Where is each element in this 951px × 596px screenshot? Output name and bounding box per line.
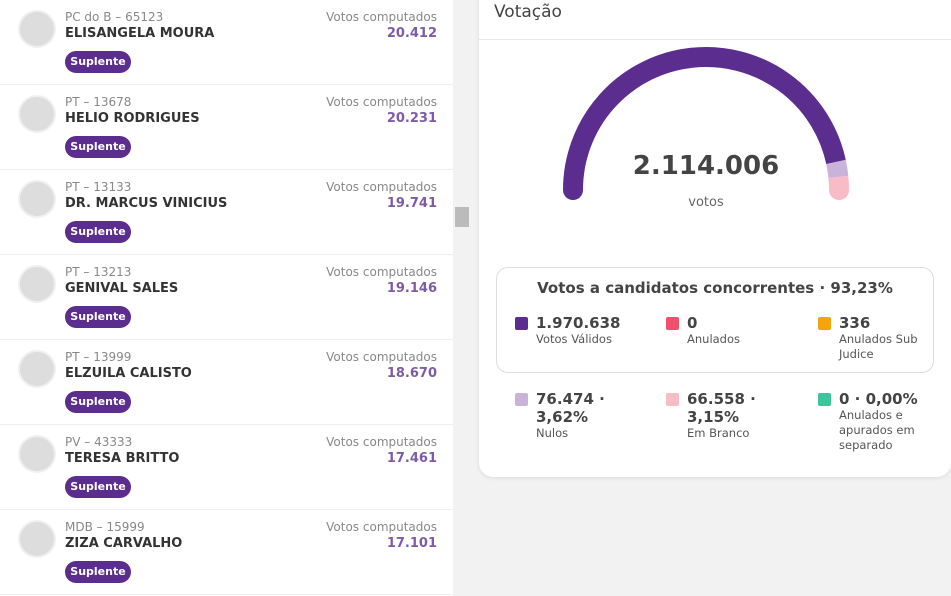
votes: 17.461	[386, 451, 437, 466]
candidate-row[interactable]: PV – 43333 TERESA BRITTO Suplente Votos com…	[0, 424, 453, 510]
party: PT – 13213	[65, 265, 132, 279]
card-title: Votação	[494, 2, 562, 22]
candidate-row[interactable]: PT – 13678 HELIO RODRIGUES Suplente Votos c…	[0, 84, 453, 170]
candidate-row[interactable]: PC do B – 65123 ELISANGELA MOURA Suplente V…	[0, 0, 453, 85]
total-unit: votos	[688, 195, 724, 210]
stat-value: 336	[839, 314, 871, 332]
gauge-segment	[563, 47, 846, 191]
legend-swatch	[666, 317, 679, 330]
votes-label: Votos computados	[326, 265, 437, 279]
stat-name: Votos Válidos	[536, 332, 612, 346]
stat-value: 1.970.638	[536, 314, 621, 332]
legend-swatch	[666, 393, 679, 406]
stat-name: Anulados	[687, 332, 741, 346]
candidate-row[interactable]: MDB – 15999 ZIZA CARVALHO Suplente Votos co…	[0, 509, 453, 595]
avatar	[18, 180, 56, 218]
votes: 19.146	[386, 281, 437, 296]
candidate-name: GENIVAL SALES	[65, 281, 179, 296]
gauge-cap	[563, 180, 583, 200]
votes: 20.231	[386, 111, 437, 126]
stat-value: 66.558 · 3,15%	[687, 390, 756, 426]
votes: 17.101	[386, 536, 437, 551]
avatar	[18, 435, 56, 473]
status-badge: Suplente	[65, 306, 131, 328]
legend-swatch	[818, 317, 831, 330]
party: PC do B – 65123	[65, 10, 164, 24]
candidate-row[interactable]: PT – 13213 GENIVAL SALES Suplente Votos com…	[0, 254, 453, 340]
stat-name: Anulados e apurados em separado	[839, 408, 915, 452]
candidate-name: ELZUILA CALISTO	[65, 366, 192, 381]
stat: 1.970.638 Votos Válidos	[515, 314, 625, 347]
stat: 66.558 · 3,15% Em Branco	[666, 390, 776, 441]
stat-name: Nulos	[536, 426, 569, 440]
party: PT – 13999	[65, 350, 132, 364]
candidate-name: DR. MARCUS VINICIUS	[65, 196, 228, 211]
avatar	[18, 95, 56, 133]
votes-label: Votos computados	[326, 180, 437, 194]
candidate-name: HELIO RODRIGUES	[65, 111, 200, 126]
stat: 0 Anulados	[666, 314, 776, 347]
legend-swatch	[818, 393, 831, 406]
party: PT – 13678	[65, 95, 132, 109]
party: PV – 43333	[65, 435, 133, 449]
summary-title: Votos a candidatos concorrentes · 93,23%	[537, 279, 893, 297]
stat-value: 76.474 · 3,62%	[536, 390, 605, 426]
avatar	[18, 265, 56, 303]
gauge: 2.114.006 votos	[563, 47, 849, 210]
legend-swatch	[515, 317, 528, 330]
avatar	[18, 10, 56, 48]
votes-label: Votos computados	[326, 350, 437, 364]
status-badge: Suplente	[65, 561, 131, 583]
stat-name: Em Branco	[687, 426, 750, 440]
votes-label: Votos computados	[326, 10, 437, 24]
status-badge: Suplente	[65, 476, 131, 498]
candidate-name: TERESA BRITTO	[65, 451, 180, 466]
candidate-row[interactable]: PT – 13133 DR. MARCUS VINICIUS Suplente Vot…	[0, 169, 453, 255]
status-badge: Suplente	[65, 136, 131, 158]
party: MDB – 15999	[65, 520, 145, 534]
votes-label: Votos computados	[326, 95, 437, 109]
total-votes: 2.114.006	[633, 151, 779, 181]
stat: 0 · 0,00% Anulados e apurados em separado	[818, 390, 928, 453]
candidate-name: ZIZA CARVALHO	[65, 536, 183, 551]
legend-swatch	[515, 393, 528, 406]
votes-label: Votos computados	[326, 520, 437, 534]
votes: 20.412	[386, 26, 437, 41]
votes-label: Votos computados	[326, 435, 437, 449]
party: PT – 13133	[65, 180, 132, 194]
candidate-list: PC do B – 65123 ELISANGELA MOURA Suplente V…	[0, 0, 453, 596]
candidate-row[interactable]: PT – 13999 ELZUILA CALISTO Suplente Votos c…	[0, 339, 453, 425]
summary-box	[496, 267, 934, 373]
stat: 76.474 · 3,62% Nulos	[515, 390, 625, 441]
stat-value: 0	[687, 314, 698, 332]
gauge-cap	[829, 180, 849, 200]
stat: 336 Anulados Sub Judice	[818, 314, 928, 362]
avatar	[18, 520, 56, 558]
votes: 18.670	[386, 366, 437, 381]
votes: 19.741	[386, 196, 437, 211]
scrollbar-thumb[interactable]	[455, 207, 469, 227]
stat-value: 0 · 0,00%	[839, 390, 918, 408]
status-badge: Suplente	[65, 221, 131, 243]
status-badge: Suplente	[65, 391, 131, 413]
stat-name: Anulados Sub Judice	[839, 332, 918, 361]
voting-card: Votação 2.114.006 votos Votos a candidat…	[479, 0, 951, 477]
gauge-segment	[826, 159, 849, 178]
candidate-name: ELISANGELA MOURA	[65, 26, 215, 41]
status-badge: Suplente	[65, 51, 131, 73]
divider	[479, 39, 951, 40]
avatar	[18, 350, 56, 388]
